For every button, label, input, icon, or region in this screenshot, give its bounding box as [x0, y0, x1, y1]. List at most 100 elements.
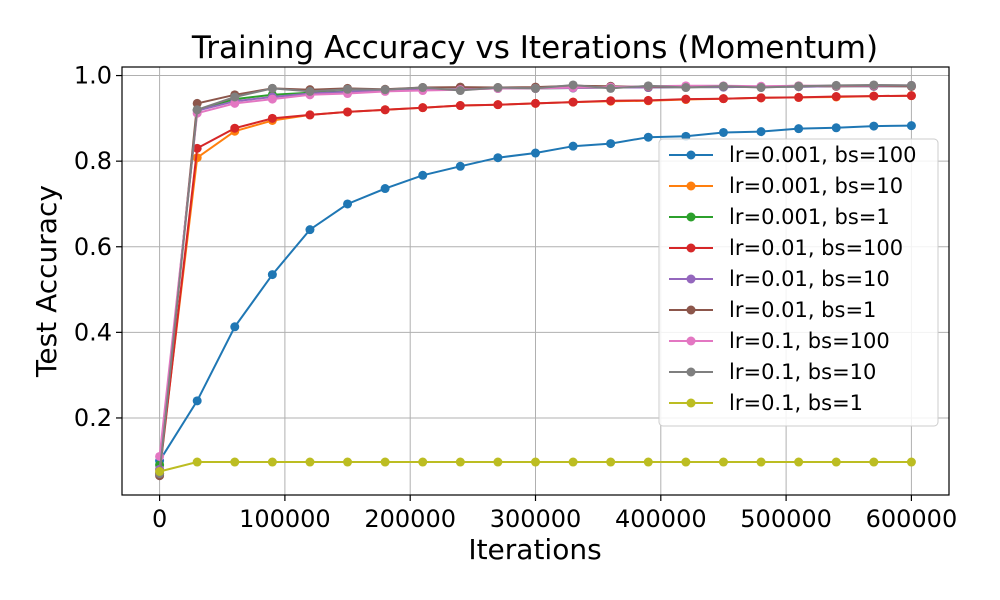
legend-swatch-marker [686, 336, 696, 346]
data-point [493, 457, 503, 467]
series-7 [155, 80, 916, 479]
legend-item: lr=0.01, bs=100 [669, 236, 903, 260]
data-point [267, 113, 277, 123]
legend-label: lr=0.1, bs=10 [729, 360, 876, 384]
data-point [192, 457, 202, 467]
data-point [643, 132, 653, 142]
data-point [756, 457, 766, 467]
data-point [380, 85, 390, 95]
legend-swatch-marker [686, 367, 696, 377]
legend-label: lr=0.01, bs=1 [729, 298, 876, 322]
legend-swatch-marker [686, 305, 696, 315]
x-tick-label: 600000 [866, 505, 958, 533]
data-point [455, 161, 465, 171]
data-point [493, 100, 503, 110]
data-point [794, 81, 804, 91]
data-point [906, 80, 916, 90]
data-point [380, 105, 390, 115]
data-point [869, 457, 879, 467]
data-point [230, 123, 240, 133]
legend-label: lr=0.01, bs=100 [729, 236, 903, 260]
data-point [531, 148, 540, 158]
data-point [493, 83, 503, 93]
data-point [643, 95, 653, 105]
data-point [343, 199, 353, 209]
x-axis: 0 100000 200000 300000 400000 500000 600000 [152, 495, 957, 533]
data-point [418, 83, 428, 93]
legend-label: lr=0.001, bs=1 [729, 205, 890, 229]
legend-swatch-marker [686, 398, 696, 408]
legend-item: lr=0.001, bs=10 [669, 174, 903, 198]
data-point [643, 81, 653, 91]
data-point [192, 105, 202, 115]
data-point [531, 98, 540, 108]
x-tick-label: 400000 [615, 505, 707, 533]
y-tick-label: 0.2 [74, 404, 112, 432]
data-point [606, 96, 616, 106]
data-point [869, 121, 879, 131]
legend-label: lr=0.001, bs=10 [729, 174, 903, 198]
data-point [756, 83, 766, 93]
data-point [718, 81, 728, 91]
legend-swatch-marker [686, 150, 696, 160]
data-point [831, 457, 841, 467]
data-point [718, 127, 728, 137]
data-point [606, 83, 616, 93]
legend-item: lr=0.01, bs=1 [669, 298, 876, 322]
x-tick-label: 0 [152, 505, 167, 533]
series-3 [155, 91, 916, 479]
data-point [230, 457, 240, 467]
series-layer [155, 80, 916, 481]
data-point [418, 170, 428, 180]
y-tick-label: 0.8 [74, 147, 112, 175]
legend-frame [658, 138, 939, 427]
legend-label: lr=0.1, bs=100 [729, 329, 890, 353]
data-point [267, 457, 277, 467]
data-point [192, 143, 202, 153]
data-point [155, 451, 165, 461]
legend-label: lr=0.001, bs=100 [729, 143, 916, 167]
x-tick-label: 200000 [364, 505, 456, 533]
legend-item: lr=0.1, bs=100 [669, 329, 890, 353]
data-point [343, 84, 353, 94]
data-point [493, 153, 503, 163]
data-point [230, 92, 240, 102]
data-point [455, 457, 465, 467]
data-point [192, 396, 202, 406]
data-point [606, 457, 616, 467]
data-point [531, 83, 540, 93]
data-point [305, 86, 315, 96]
data-point [343, 457, 353, 467]
data-point [568, 457, 578, 467]
data-point [681, 457, 691, 467]
legend-item: lr=0.001, bs=100 [669, 143, 916, 167]
data-point [343, 107, 353, 117]
data-point [831, 123, 841, 133]
data-point [831, 80, 841, 90]
data-point [305, 225, 315, 235]
y-tick-label: 1.0 [74, 62, 112, 90]
data-point [794, 457, 804, 467]
data-point [305, 110, 315, 120]
data-point [568, 141, 578, 151]
y-axis: 0.2 0.4 0.6 0.8 1.0 [74, 62, 122, 432]
data-point [606, 139, 616, 149]
data-point [869, 91, 879, 101]
legend-item: lr=0.001, bs=1 [669, 205, 890, 229]
data-point [718, 94, 728, 104]
data-point [794, 92, 804, 102]
legend-swatch-marker [686, 274, 696, 284]
data-point [794, 124, 804, 134]
data-point [230, 322, 240, 332]
data-point [305, 457, 315, 467]
legend-label: lr=0.01, bs=10 [729, 267, 890, 291]
data-point [906, 91, 916, 101]
data-point [267, 270, 277, 280]
legend-swatch-marker [686, 181, 696, 191]
legend: lr=0.001, bs=100 lr=0.001, bs=10 lr=0.001,… [658, 138, 939, 427]
data-point [681, 83, 691, 93]
legend-item: lr=0.01, bs=10 [669, 267, 890, 291]
x-tick-label: 500000 [740, 505, 832, 533]
legend-item: lr=0.1, bs=10 [669, 360, 876, 384]
legend-item: lr=0.1, bs=1 [669, 391, 863, 415]
